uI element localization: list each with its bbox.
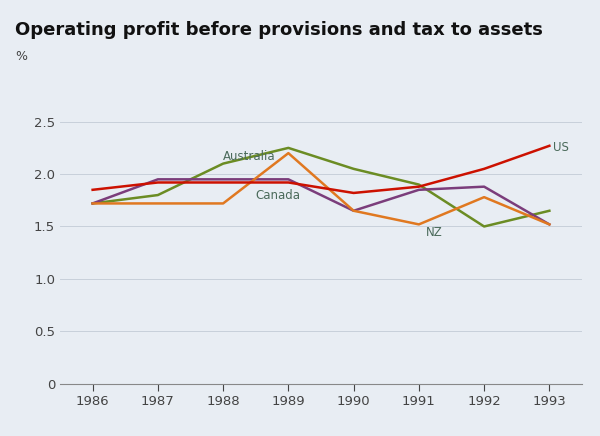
Text: US: US [553,141,569,154]
Text: NZ: NZ [425,226,442,239]
Text: Operating profit before provisions and tax to assets: Operating profit before provisions and t… [15,21,543,39]
Text: %: % [15,50,27,63]
Text: Australia: Australia [223,150,276,163]
Text: Canada: Canada [256,188,301,201]
